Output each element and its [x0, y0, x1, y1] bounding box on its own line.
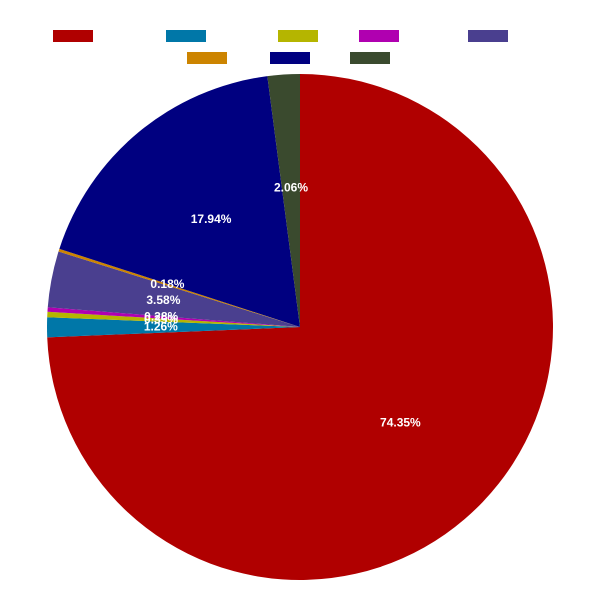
pie-slice-5[interactable] — [47, 251, 301, 327]
legend-swatch-4[interactable] — [359, 30, 399, 42]
slice-label-6: 0.18% — [150, 277, 184, 291]
legend-swatch-7[interactable] — [270, 52, 310, 64]
slice-label-3: 0.35% — [144, 312, 178, 326]
slice-label-7: 17.94% — [191, 212, 232, 226]
legend-swatch-2[interactable] — [166, 30, 206, 42]
pie-slices — [47, 74, 553, 580]
pie-slice-1[interactable] — [47, 74, 553, 580]
slice-labels: 74.35% 1.26%0.35%0.28% 3.58% 0.18% 17.94% 2.0… — [144, 180, 421, 429]
legend — [53, 30, 508, 64]
slice-label-5: 3.58% — [146, 293, 180, 307]
slice-label-1: 74.35% — [380, 416, 421, 430]
legend-swatch-8[interactable] — [350, 52, 390, 64]
pie-slice-4[interactable] — [47, 307, 300, 327]
slice-label-8: 2.06% — [274, 180, 308, 194]
pie-slice-6[interactable] — [58, 248, 300, 327]
pie-slice-3[interactable] — [47, 311, 300, 327]
slice-label-2: 1.26% — [144, 319, 178, 333]
legend-swatch-1[interactable] — [53, 30, 93, 42]
pie-slice-8[interactable] — [267, 74, 300, 327]
legend-swatch-6[interactable] — [187, 52, 227, 64]
legend-swatch-3[interactable] — [278, 30, 318, 42]
pie-slice-2[interactable] — [47, 317, 301, 338]
legend-swatch-5[interactable] — [468, 30, 508, 42]
slice-label-4: 0.28% — [144, 310, 178, 324]
pie-slice-7[interactable] — [59, 76, 300, 327]
